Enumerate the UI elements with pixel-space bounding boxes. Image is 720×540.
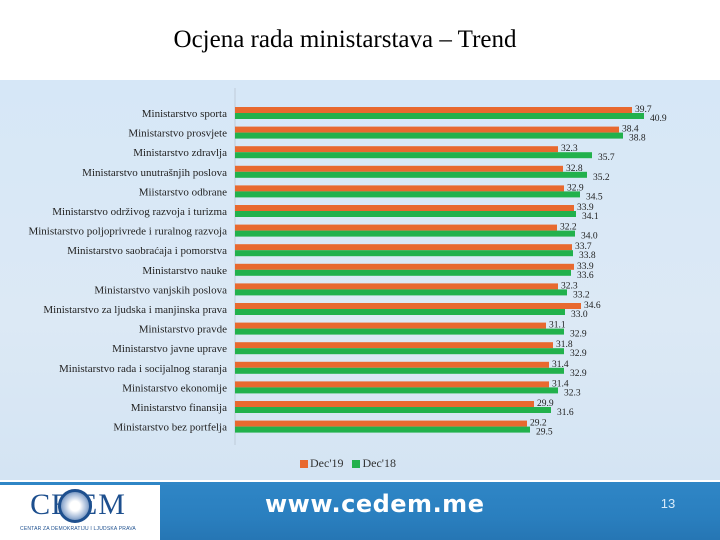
data-label-dec19: 32.9 [567,183,584,193]
bar-dec19 [235,342,553,349]
legend-item-dec18: Dec'18 [352,456,396,471]
data-label-dec18: 40.9 [650,114,667,124]
data-label-dec18: 34.1 [582,212,599,222]
bar-dec19 [235,146,558,153]
website-url[interactable]: www.cedem.me [265,490,485,518]
data-label-dec19: 39.7 [635,105,652,115]
bar-dec18 [235,132,623,139]
data-label-dec18: 31.6 [557,408,574,418]
bar-dec18 [235,269,571,276]
bar-dec19 [235,126,619,133]
bar-dec19 [235,381,549,388]
bar-dec19 [235,224,557,231]
legend-item-dec19: Dec'19 [300,456,343,471]
data-label-dec18: 29.5 [536,428,553,438]
data-label-dec19: 31.1 [549,321,566,331]
data-label-dec18: 34.0 [581,232,598,242]
bar-dec18 [235,407,551,413]
category-label: Ministarstvo rada i socijalnog staranja [59,363,227,375]
chart-legend: Dec'19 Dec'18 [300,456,402,471]
category-label: Ministarstvo održivog razvoja i turizma [52,206,227,218]
bar-dec18 [235,367,564,374]
bar-dec18 [235,348,564,355]
legend-label-dec18: Dec'18 [362,456,396,470]
data-label-dec19: 29.2 [530,419,547,429]
category-label: Ministarstvo vanjskih poslova [94,284,227,296]
category-label: Ministarstvo pravde [139,324,227,336]
category-label: Ministarstvo poljoprivrede i ruralnog ra… [28,226,227,238]
category-label: Ministarstvo prosvjete [128,128,227,140]
cedem-logo: CE EM CENTAR ZA DEMOKRATIJU I LJUDSKA PR… [8,486,148,532]
category-label: Ministarstvo unutrašnjih poslova [82,167,227,179]
bar-dec18 [235,171,587,178]
bar-dec19 [235,303,581,309]
bar-dec18 [235,230,575,237]
bar-dec19 [235,165,563,172]
data-label-dec18: 34.5 [586,192,603,202]
data-label-dec18: 33.8 [579,251,596,261]
category-label: Ministarstvo sporta [142,108,227,120]
data-label-dec19: 29.9 [537,399,554,409]
bar-dec18 [235,387,558,394]
bar-dec18 [235,113,644,119]
bar-dec18 [235,250,573,257]
data-label-dec19: 38.4 [622,125,639,135]
data-label-dec18: 32.9 [570,349,587,359]
data-label-dec18: 35.7 [598,153,615,163]
category-label: Ministarstvo bez portfelja [113,422,227,434]
bar-dec19 [235,361,549,368]
data-label-dec19: 31.4 [552,379,569,389]
bar-dec18 [235,289,567,296]
logo-emblem-icon [58,489,92,523]
page-title: Ocjena rada ministarstava – Trend [173,26,517,53]
bar-dec19 [235,205,574,211]
bar-dec18 [235,152,592,159]
data-label-dec18: 33.0 [571,310,588,320]
data-label-dec18: 32.9 [570,330,587,340]
data-label-dec19: 32.8 [566,164,583,174]
data-label-dec19: 31.8 [556,340,573,350]
data-label-dec19: 34.6 [584,301,601,311]
data-label-dec18: 32.3 [564,388,581,398]
data-label-dec19: 32.3 [561,144,578,154]
page-number: 13 [660,496,676,511]
bar-dec19 [235,401,534,407]
category-label: Miistarstvo odbrane [139,186,227,198]
bar-dec19 [235,244,572,251]
bar-dec19 [235,322,546,329]
data-label-dec19: 32.3 [561,281,578,291]
data-label-dec18: 38.8 [629,134,646,144]
data-label-dec19: 31.4 [552,360,569,370]
data-label-dec18: 33.6 [577,271,594,281]
bar-dec18 [235,426,530,433]
bar-chart: Ministarstvo sporta 39.740.9 Ministarstvo … [28,88,667,445]
data-label-dec19: 32.2 [560,223,577,233]
bar-dec18 [235,211,576,217]
data-label-dec19: 33.9 [577,203,594,213]
category-label: Ministarstvo javne uprave [112,343,227,355]
bar-dec18 [235,328,564,335]
logo-subtitle: CENTAR ZA DEMOKRATIJU I LJUDSKA PRAVA [20,526,136,532]
category-label: Ministarstvo nauke [142,265,227,277]
legend-label-dec19: Dec'19 [310,456,344,470]
category-label: Ministarstvo zdravlja [133,147,227,159]
bar-dec19 [235,263,574,270]
bar-dec18 [235,309,565,315]
bar-dec19 [235,420,527,427]
data-label-dec18: 33.2 [573,290,590,300]
category-label: Ministarstvo za ljudska i manjinska prav… [43,304,227,316]
category-label: Ministarstvo finansija [131,402,227,414]
category-label: Ministarstvo ekonomije [122,382,227,394]
data-label-dec19: 33.9 [577,262,594,272]
data-label-dec19: 33.7 [575,242,592,252]
data-label-dec18: 35.2 [593,173,610,183]
bar-dec19 [235,107,632,113]
legend-swatch-dec19 [300,460,308,469]
bar-dec18 [235,191,580,198]
legend-swatch-dec18 [352,460,361,469]
category-label: Ministarstvo saobraćaja i pomorstva [67,245,227,257]
bar-dec19 [235,185,564,192]
bar-dec19 [235,283,558,290]
data-label-dec18: 32.9 [570,369,587,379]
